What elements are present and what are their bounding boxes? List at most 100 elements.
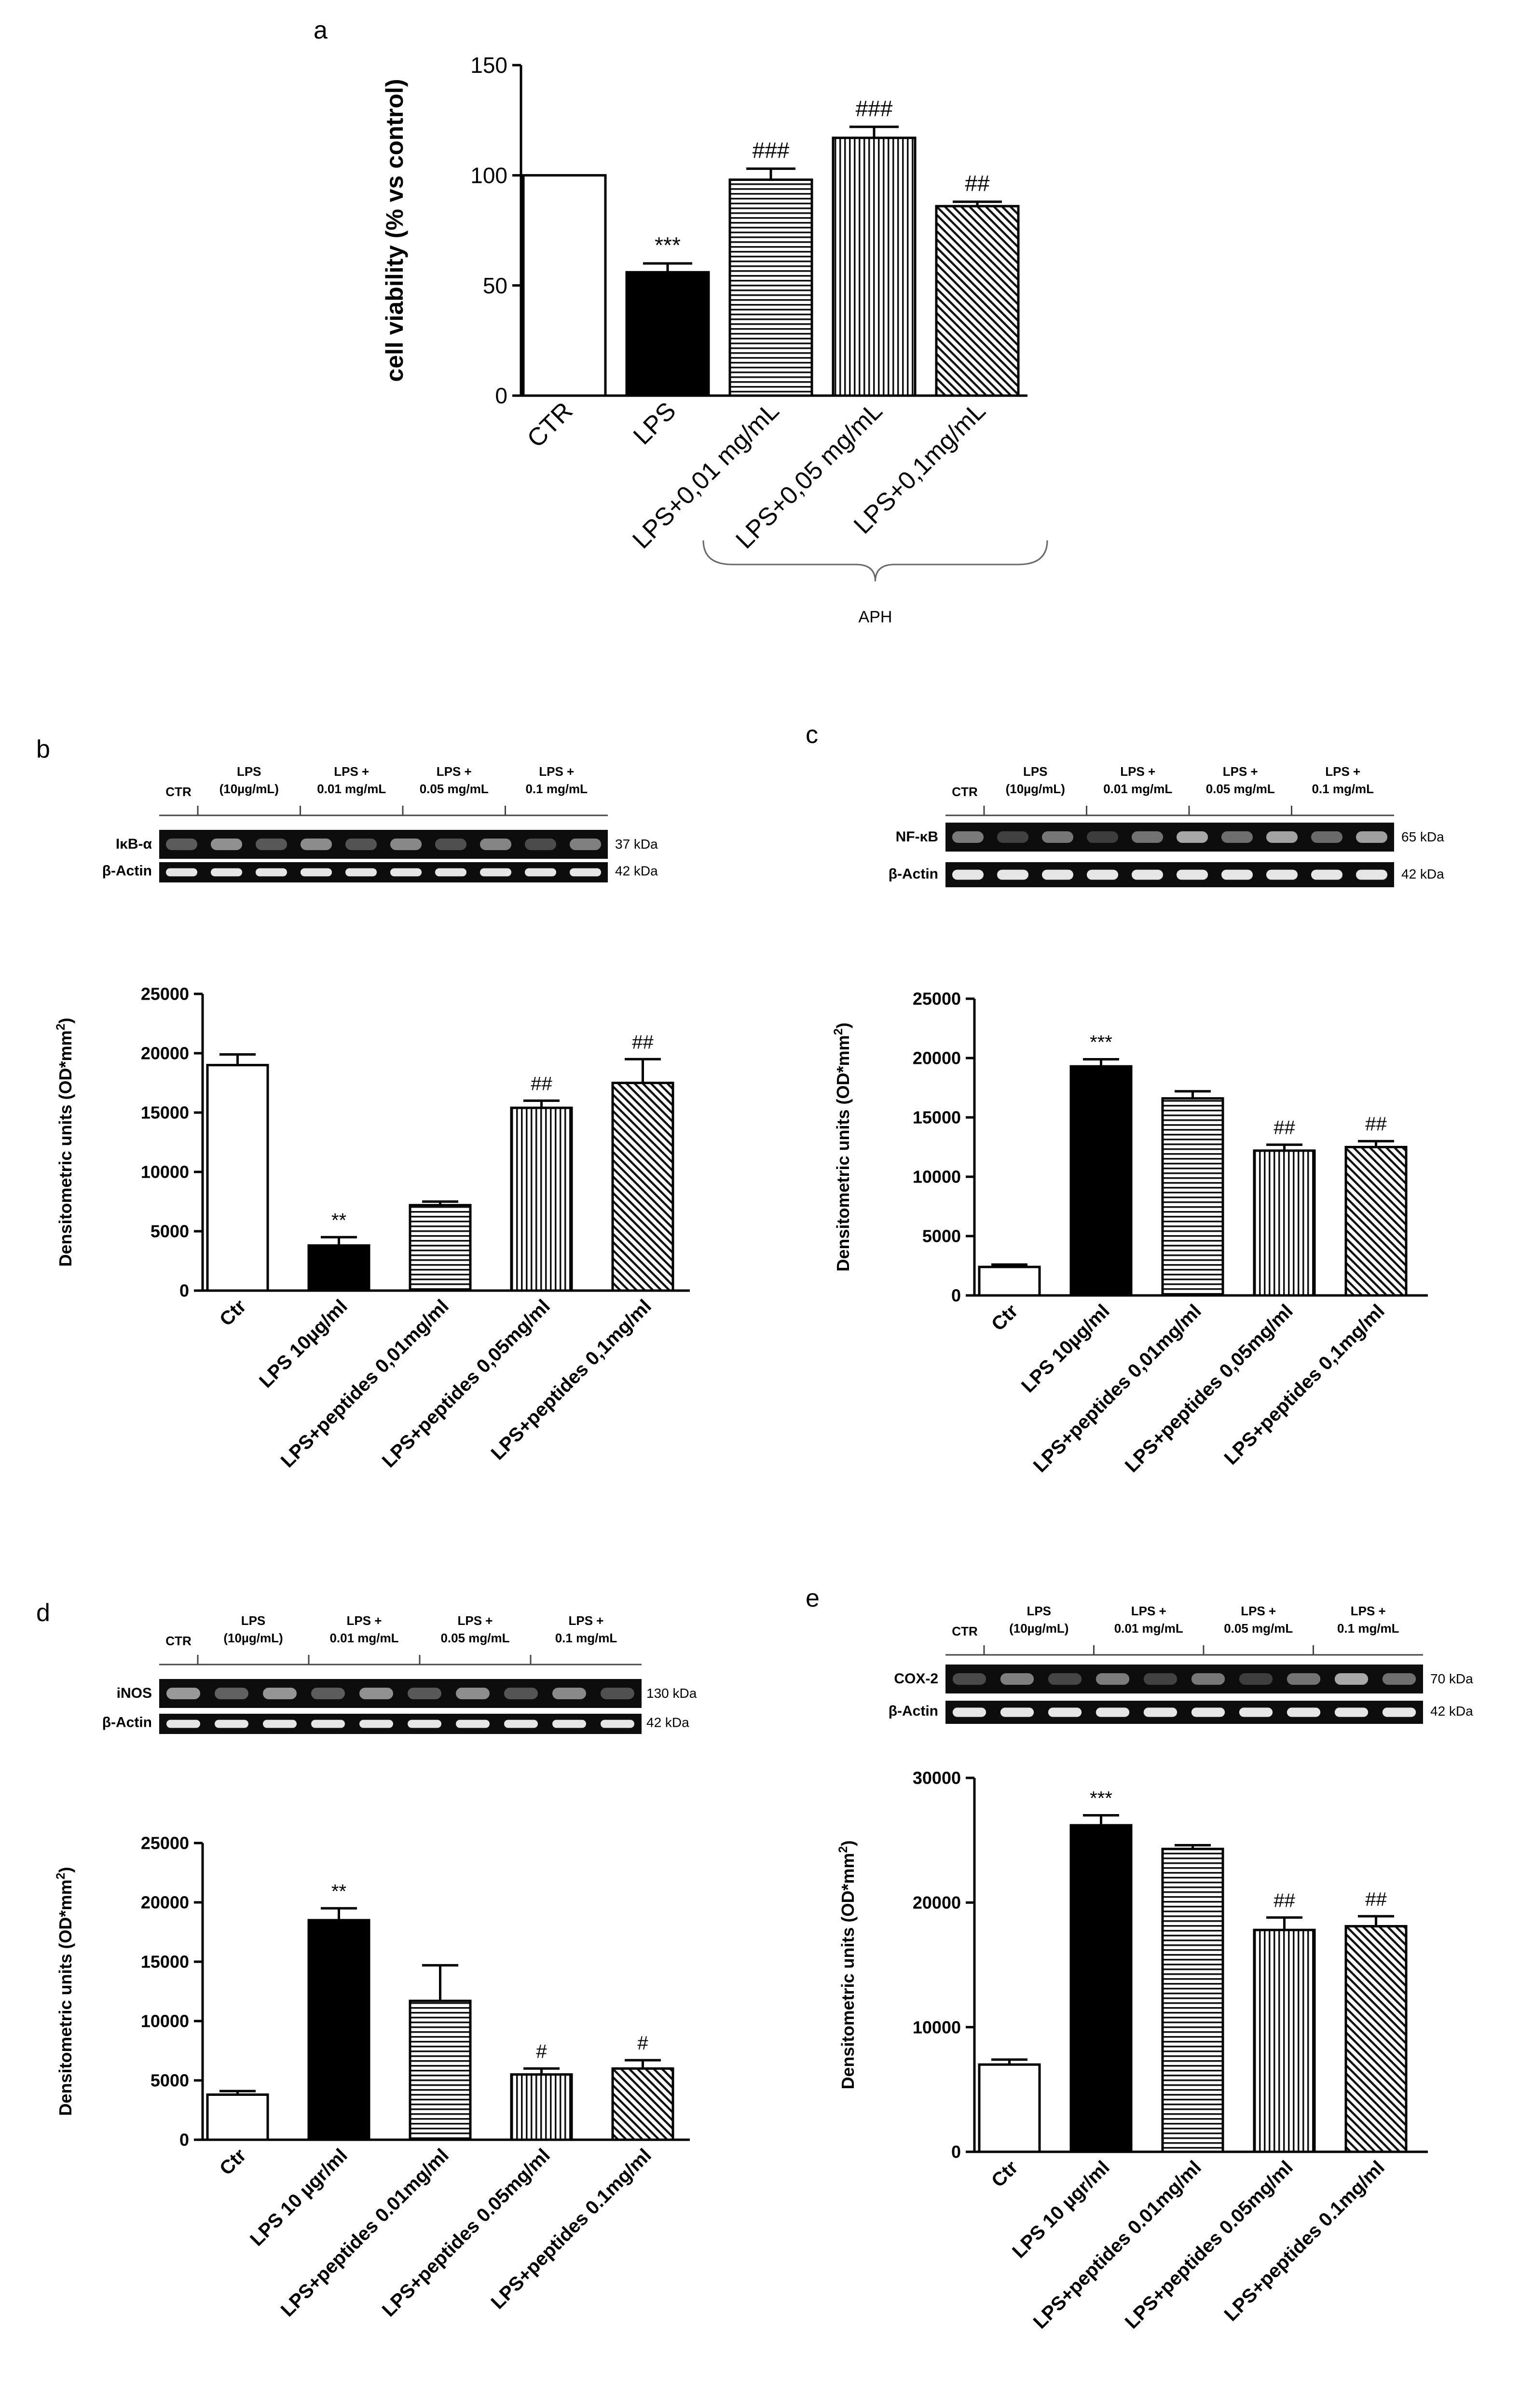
y-tick-label: 15000 bbox=[913, 1108, 961, 1128]
gel-band bbox=[166, 1720, 200, 1728]
y-tick-label: 15000 bbox=[141, 1103, 189, 1123]
x-tick-label: LPS+peptides 0.01mg/ml bbox=[277, 2145, 453, 2321]
gel-band bbox=[1048, 1707, 1082, 1717]
lane-label: LPS +0.01 mg/mL bbox=[1114, 1604, 1183, 1636]
y-axis-title: cell viability (% vs control) bbox=[381, 79, 408, 382]
y-tick-label: 5000 bbox=[151, 2071, 189, 2091]
protein-name: β-Actin bbox=[889, 1703, 938, 1719]
gel-band bbox=[215, 1688, 248, 1699]
y-tick-label: 25000 bbox=[141, 984, 189, 1004]
panel-letter: d bbox=[36, 1599, 50, 1627]
significance-mark: ### bbox=[856, 96, 893, 121]
gel-band bbox=[1176, 869, 1208, 880]
gel-band bbox=[300, 868, 332, 877]
bar-5 bbox=[1344, 1146, 1408, 1297]
significance-mark: ** bbox=[331, 1210, 346, 1231]
group-bracket-label: APH bbox=[859, 608, 892, 626]
gel-band bbox=[1334, 1673, 1369, 1685]
bar-4 bbox=[1253, 1928, 1316, 2153]
lane-label: LPS (10µg/mL) bbox=[1009, 1604, 1068, 1636]
significance-mark: # bbox=[637, 2033, 648, 2054]
panel-d: d 0 5000 10000 15000 20000 25000 Densitometric … bbox=[36, 1599, 697, 2321]
protein-name: IκB-α bbox=[116, 836, 152, 852]
x-tick-label: LPS bbox=[628, 397, 682, 450]
gel-band bbox=[997, 869, 1029, 880]
bar-1 bbox=[978, 2063, 1041, 2153]
panel-letter: e bbox=[806, 1584, 820, 1612]
lane-label: LPS +0.01 mg/mL bbox=[317, 764, 386, 796]
bar-4 bbox=[832, 137, 917, 397]
gel-band bbox=[504, 1720, 538, 1728]
lane-label: LPS +0.1 mg/mL bbox=[555, 1613, 617, 1645]
panel-b: b 0 5000 10000 15000 20000 25000 Densitometric … bbox=[36, 735, 690, 1472]
gel-band bbox=[524, 868, 557, 877]
gel-band bbox=[345, 839, 377, 850]
gel-band bbox=[263, 1688, 297, 1699]
western-blot: CTR LPS (10µg/mL) LPS +0.01 mg/mL LPS +0.05 … bbox=[889, 1604, 1473, 1724]
protein-name: COX-2 bbox=[894, 1671, 938, 1687]
protein-name: β-Actin bbox=[102, 863, 152, 879]
gel-band bbox=[601, 1720, 634, 1728]
gel-band bbox=[255, 868, 288, 877]
lane-label: LPS +0.01 mg/mL bbox=[1103, 764, 1172, 796]
x-tick-label: LPS+peptides 0,01mg/ml bbox=[277, 1295, 453, 1472]
lane-label: LPS +0.05 mg/mL bbox=[1224, 1604, 1293, 1636]
western-blot: CTR LPS (10µg/mL) LPS +0.01 mg/mL LPS +0.05 … bbox=[102, 1613, 697, 1734]
bar-5 bbox=[611, 2067, 674, 2141]
bar-4 bbox=[510, 2073, 573, 2141]
group-bracket bbox=[702, 540, 1048, 582]
bar-1 bbox=[206, 2093, 269, 2141]
y-tick-label: 20000 bbox=[913, 1048, 961, 1068]
gel-band bbox=[345, 868, 377, 877]
x-tick-label: LPS+peptides 0.05mg/ml bbox=[378, 2145, 554, 2321]
molecular-weight-label: 42 kDa bbox=[646, 1715, 689, 1730]
gel-band bbox=[1266, 869, 1298, 880]
y-tick-label: 10000 bbox=[141, 1162, 189, 1182]
bar-4 bbox=[510, 1106, 573, 1292]
y-tick-label: 10000 bbox=[913, 2017, 961, 2037]
gel-band bbox=[1221, 869, 1253, 880]
x-tick-label: LPS 10 µgr/ml bbox=[246, 2145, 352, 2250]
molecular-weight-label: 130 kDa bbox=[646, 1686, 697, 1701]
lane-label: CTR bbox=[952, 1624, 978, 1638]
gel-band bbox=[1176, 831, 1208, 843]
gel-band bbox=[952, 1673, 986, 1685]
lane-label: LPS +0.05 mg/mL bbox=[1206, 764, 1275, 796]
gel-band bbox=[456, 1688, 490, 1699]
lane-label: LPS (10µg/mL) bbox=[219, 764, 279, 796]
gel-band bbox=[524, 839, 557, 850]
y-tick-label: 20000 bbox=[141, 1044, 189, 1063]
gel-band bbox=[263, 1720, 297, 1728]
gel-band bbox=[435, 868, 467, 877]
x-tick-label: LPS+peptides 0,01mg/ml bbox=[1029, 1300, 1205, 1476]
gel-band bbox=[1266, 831, 1298, 843]
y-tick-label: 0 bbox=[951, 1286, 961, 1306]
lane-label: LPS +0.1 mg/mL bbox=[1312, 764, 1374, 796]
y-tick-label: 10000 bbox=[141, 2011, 189, 2031]
x-tick-label: Ctr bbox=[987, 2157, 1022, 2191]
significance-mark: # bbox=[536, 2041, 547, 2062]
gel-band bbox=[601, 1688, 634, 1699]
bar-5 bbox=[935, 205, 1020, 397]
significance-mark: ## bbox=[1365, 1889, 1387, 1910]
significance-mark: ### bbox=[753, 138, 790, 163]
lane-label: LPS (10µg/mL) bbox=[223, 1613, 283, 1645]
gel-band bbox=[1086, 869, 1119, 880]
panel-letter: b bbox=[36, 735, 50, 763]
significance-mark: ## bbox=[1274, 1117, 1295, 1139]
molecular-weight-label: 37 kDa bbox=[615, 837, 658, 852]
gel-band bbox=[997, 831, 1029, 843]
gel-band bbox=[1382, 1673, 1416, 1685]
x-tick-label: Ctr bbox=[987, 1300, 1022, 1335]
bar-5 bbox=[611, 1082, 674, 1292]
x-tick-label: LPS+peptides 0.1mg/ml bbox=[487, 2145, 655, 2313]
lane-label: CTR bbox=[165, 1634, 192, 1648]
gel-band bbox=[552, 1720, 586, 1728]
gel-band bbox=[952, 1707, 986, 1717]
significance-mark: *** bbox=[655, 233, 681, 258]
gel-band bbox=[210, 868, 243, 877]
y-tick-label: 5000 bbox=[151, 1222, 189, 1241]
y-tick-label: 30000 bbox=[913, 1768, 961, 1788]
protein-name: β-Actin bbox=[102, 1714, 152, 1730]
